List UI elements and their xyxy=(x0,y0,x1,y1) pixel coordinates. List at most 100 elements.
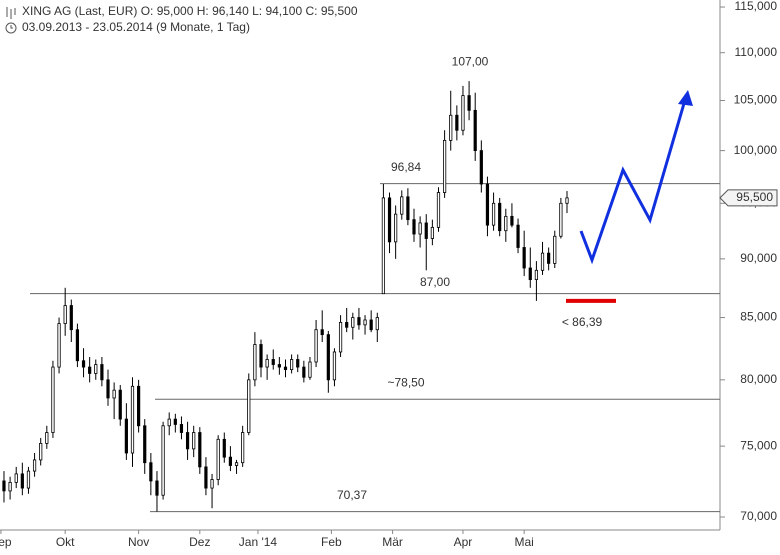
candle-body xyxy=(161,425,165,496)
candle-body xyxy=(498,202,502,232)
annotation: < 86,39 xyxy=(562,315,603,329)
candle-body xyxy=(430,226,434,239)
forecast-path xyxy=(579,99,687,265)
candle-body xyxy=(185,432,190,450)
candle-body xyxy=(559,202,563,237)
candle-body xyxy=(534,269,539,280)
candle-body xyxy=(418,222,422,235)
x-tick-label: Mär xyxy=(382,535,403,549)
x-tick-label: Nov xyxy=(128,535,149,549)
candle-body xyxy=(234,462,239,466)
candle-body xyxy=(204,466,208,489)
x-tick-label: Sep xyxy=(0,535,12,549)
y-tick-label: 80,000 xyxy=(740,372,777,386)
candle-body xyxy=(443,139,447,193)
candle-body xyxy=(81,360,86,368)
candle-body xyxy=(143,425,147,464)
candle-body xyxy=(112,389,116,399)
candle-body xyxy=(130,385,135,454)
candle-body xyxy=(137,385,141,427)
y-tick-label: 70,000 xyxy=(740,509,777,523)
candle-body xyxy=(39,442,43,461)
candle-body xyxy=(2,480,6,492)
candle-body xyxy=(510,215,514,226)
candle-body xyxy=(455,114,459,131)
candle-body xyxy=(198,432,202,468)
candle-body xyxy=(565,197,569,204)
candle-body xyxy=(485,183,490,226)
chart-subtitle: 03.09.2013 - 23.05.2014 (9 Monate, 1 Tag… xyxy=(22,20,250,34)
candle-body xyxy=(247,379,251,433)
candle-body xyxy=(363,319,367,326)
candle-body xyxy=(45,432,49,444)
candle-body xyxy=(357,317,361,326)
candle-body xyxy=(271,359,275,365)
candle-body xyxy=(167,418,171,427)
y-tick-label: 115,000 xyxy=(735,0,778,13)
candle-body xyxy=(528,267,532,280)
candle-body xyxy=(547,252,551,264)
candle-body xyxy=(461,95,465,131)
candle-body xyxy=(320,329,324,336)
candle-body xyxy=(290,359,294,371)
candle-body xyxy=(241,432,245,464)
candle-body xyxy=(100,364,104,381)
candle-body xyxy=(449,114,453,141)
candle-body xyxy=(149,462,153,482)
candle-body xyxy=(118,389,122,420)
candle-body xyxy=(375,317,379,331)
candle-body xyxy=(210,479,214,489)
candle-body xyxy=(302,366,306,378)
candle-body xyxy=(345,322,349,328)
candle-body xyxy=(308,361,312,378)
candle-body xyxy=(51,366,55,433)
candle-body xyxy=(88,366,92,374)
chart-title: XING AG (Last, EUR) O: 95,000 H: 96,140 … xyxy=(22,4,358,18)
candle-body xyxy=(381,197,386,295)
candle-body xyxy=(283,366,288,371)
y-tick-label: 100,000 xyxy=(734,143,778,157)
clock-hands xyxy=(10,25,13,29)
x-tick-label: Feb xyxy=(321,535,342,549)
x-tick-label: Mai xyxy=(514,535,533,549)
candle-body xyxy=(522,247,526,269)
candle-body xyxy=(20,473,24,489)
candle-body xyxy=(106,379,110,399)
level-label: 96,84 xyxy=(391,160,421,174)
candle-body xyxy=(326,334,330,381)
candle-body xyxy=(412,219,416,235)
y-tick-label: 105,000 xyxy=(734,93,778,107)
x-tick-label: Dez xyxy=(189,535,210,549)
y-tick-label: 75,000 xyxy=(740,438,777,452)
candle-body xyxy=(155,480,159,496)
candle-body xyxy=(424,222,428,239)
candle-body xyxy=(216,438,220,480)
clock-icon xyxy=(5,22,17,34)
candle-body xyxy=(32,459,37,472)
candle-body xyxy=(265,359,269,368)
candle-body xyxy=(491,202,496,226)
x-tick-label: Apr xyxy=(454,535,473,549)
annotation: 107,00 xyxy=(452,54,489,68)
candle-body xyxy=(179,424,184,433)
level-label: 70,37 xyxy=(337,488,367,502)
forecast-arrowhead xyxy=(678,90,693,106)
candle-body xyxy=(75,329,80,362)
header-icon xyxy=(6,7,16,19)
candle-body xyxy=(192,432,196,450)
candle-body xyxy=(400,196,404,215)
candle-body xyxy=(222,438,226,458)
candle-body xyxy=(277,364,281,368)
candle-body xyxy=(369,319,373,331)
x-tick-label: Jan '14 xyxy=(239,535,278,549)
candle-body xyxy=(8,481,12,492)
candle-body xyxy=(540,252,545,271)
y-tick-label: 110,000 xyxy=(735,45,778,59)
y-tick-label: 85,000 xyxy=(740,310,777,324)
candle-body xyxy=(26,470,31,489)
candle-body xyxy=(479,150,483,185)
candle-body xyxy=(14,473,18,483)
level-label: ~78,50 xyxy=(387,375,424,389)
